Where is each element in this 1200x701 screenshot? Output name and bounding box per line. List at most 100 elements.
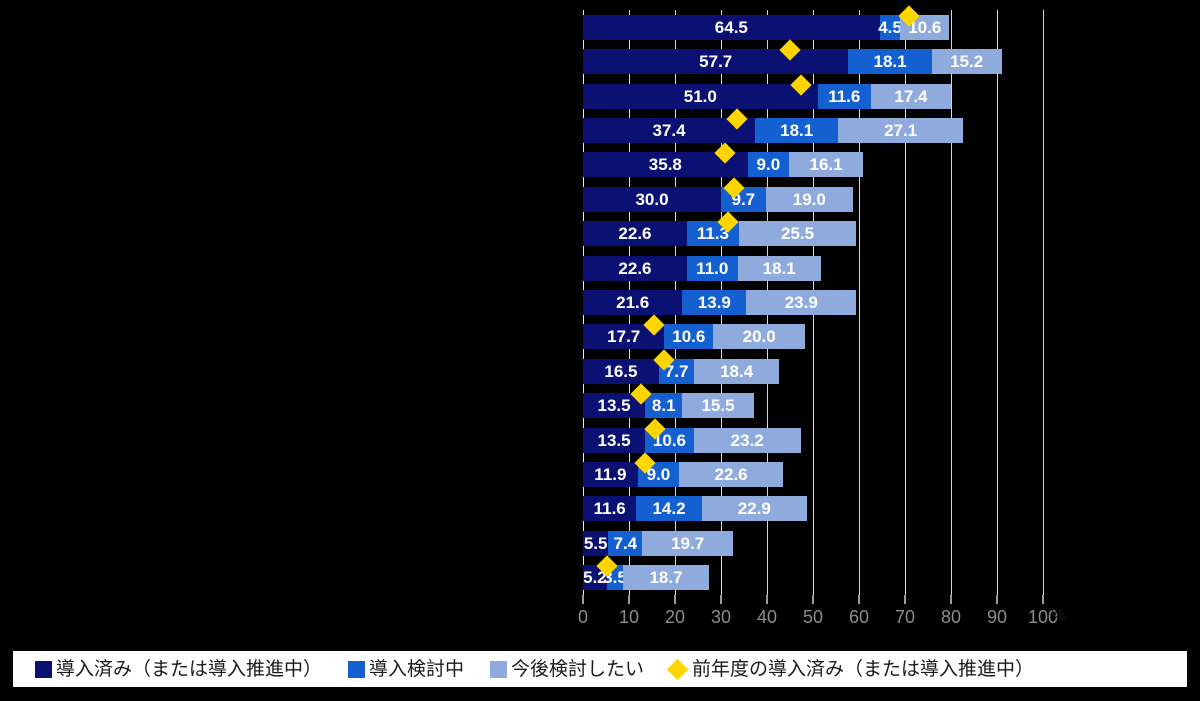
x-tick-0 — [582, 595, 584, 604]
legend-label: 前年度の導入済み（または導入推進中） — [692, 658, 1035, 680]
bar-segment-1[interactable]: 11.6 — [583, 496, 637, 522]
bar-row[interactable]: 11.9 9.0 22.6 — [583, 462, 1043, 488]
bar-segment-3[interactable]: 17.4 — [870, 83, 951, 109]
bar-segment-3[interactable]: 23.2 — [693, 427, 801, 453]
bar-segment-2[interactable]: 4.5 — [878, 14, 902, 40]
bar-segment-1[interactable]: 37.4 — [583, 117, 756, 143]
bar-row[interactable]: 13.5 8.1 15.5 — [583, 393, 1043, 419]
gridline-100 — [1043, 10, 1044, 595]
bar-segment-2[interactable]: 11.0 — [686, 255, 738, 281]
x-axis-unit-label: % — [1051, 607, 1066, 624]
bar-row[interactable]: 35.8 9.0 16.1 — [583, 152, 1043, 178]
legend-item-2[interactable]: 導入検討中 — [348, 660, 464, 679]
bar-segment-2[interactable]: 13.9 — [682, 290, 747, 315]
bar-segment-3[interactable]: 19.0 — [765, 186, 853, 212]
bar-segment-1[interactable]: 5.5 — [583, 530, 609, 556]
bar-segment-1[interactable]: 22.6 — [583, 221, 687, 247]
bar-row[interactable]: 16.5 7.7 18.4 — [583, 358, 1043, 384]
bar-segment-2[interactable]: 18.1 — [848, 49, 932, 75]
bar-segment-1[interactable]: 22.6 — [583, 255, 687, 281]
bar-segment-2[interactable]: 8.1 — [645, 393, 683, 419]
bar-value-label: 10.6 — [652, 430, 687, 450]
bar-segment-1[interactable]: 13.5 — [583, 427, 646, 453]
legend-item-1[interactable]: 導入済み（または導入推進中） — [35, 660, 322, 679]
bar-segment-1[interactable]: 5.2 — [583, 565, 607, 591]
legend-square-icon — [490, 660, 508, 678]
legend-item-4[interactable]: 前年度の導入済み（または導入推進中） — [666, 658, 1035, 680]
bar-row[interactable]: 5.2 3.5 18.7 — [583, 565, 1043, 591]
legend-label: 導入検討中 — [369, 658, 465, 680]
bar-segment-1[interactable]: 16.5 — [583, 358, 659, 384]
bar-row[interactable]: 30.0 9.7 19.0 — [583, 186, 1043, 212]
bar-segment-3[interactable]: 18.7 — [623, 565, 710, 591]
bar-row[interactable]: 51.0 11.6 17.4 — [583, 83, 1043, 109]
x-tick-60 — [858, 595, 860, 604]
bar-segment-2[interactable]: 18.1 — [755, 117, 839, 143]
bar-value-label: 19.7 — [671, 533, 705, 553]
x-tick-label-20: 20 — [664, 607, 686, 627]
bar-row[interactable]: 37.4 18.1 27.1 — [583, 117, 1043, 143]
stacked-bar-plot-area: 64.5 4.5 10.6 57.7 18.1 15.2 51.0 11.6 17.4 37.4 1… — [583, 5, 1044, 595]
bar-row[interactable]: 21.6 13.9 23.9 — [583, 290, 1043, 315]
bar-value-label: 51.0 — [683, 86, 717, 106]
bar-value-label: 22.6 — [714, 465, 748, 485]
bar-value-label: 9.0 — [646, 465, 671, 485]
bar-segment-1[interactable]: 30.0 — [583, 186, 721, 212]
bar-segment-3[interactable]: 25.5 — [738, 221, 857, 247]
x-tick-100 — [1042, 595, 1044, 604]
x-axis: 0 10 20 30 40 50 60 70 80 90 100 — [578, 595, 1058, 635]
bar-value-label: 30.0 — [635, 189, 669, 209]
bar-row[interactable]: 64.5 4.5 10.6 — [583, 14, 1043, 40]
bar-value-label: 7.7 — [664, 361, 689, 381]
bar-value-label: 5.2 — [583, 568, 607, 588]
bar-segment-3[interactable]: 15.2 — [931, 49, 1002, 75]
bar-value-label: 18.7 — [649, 568, 683, 588]
bar-segment-1[interactable]: 64.5 — [583, 14, 880, 40]
x-tick-30 — [720, 595, 722, 604]
bar-value-label: 10.6 — [672, 327, 706, 347]
bar-value-label: 4.5 — [878, 17, 902, 37]
bar-value-label: 5.5 — [583, 533, 608, 553]
bar-segment-3[interactable]: 15.5 — [682, 393, 754, 419]
bar-segment-2[interactable]: 9.0 — [747, 152, 790, 178]
bar-value-label: 17.4 — [894, 86, 928, 106]
bar-segment-3[interactable]: 10.6 — [900, 14, 950, 40]
bar-segment-3[interactable]: 23.9 — [746, 290, 857, 315]
bar-segment-3[interactable]: 22.9 — [701, 496, 807, 522]
bar-value-label: 11.3 — [696, 224, 730, 244]
bar-segment-2[interactable]: 10.6 — [664, 324, 714, 350]
bar-row[interactable]: 22.6 11.0 18.1 — [583, 255, 1043, 281]
bar-value-label: 16.1 — [809, 155, 843, 175]
bar-segment-3[interactable]: 16.1 — [789, 152, 864, 178]
bar-segment-1[interactable]: 11.9 — [583, 462, 638, 488]
bar-segment-3[interactable]: 18.1 — [737, 255, 821, 281]
bar-row[interactable]: 11.6 14.2 22.9 — [583, 496, 1043, 522]
bar-segment-2[interactable]: 7.4 — [608, 530, 643, 556]
bar-value-label: 18.1 — [780, 120, 814, 140]
bar-segment-3[interactable]: 19.7 — [642, 530, 733, 556]
bar-value-label: 9.0 — [756, 155, 781, 175]
bar-segment-2[interactable]: 11.6 — [817, 83, 871, 109]
legend-item-3[interactable]: 今後検討したい — [490, 660, 644, 679]
bar-segment-3[interactable]: 27.1 — [838, 117, 963, 143]
bar-segment-2[interactable]: 14.2 — [636, 496, 702, 522]
bar-segment-1[interactable]: 21.6 — [583, 290, 683, 315]
bar-value-label: 18.4 — [720, 361, 754, 381]
bar-segment-1[interactable]: 57.7 — [583, 49, 849, 75]
bar-segment-1[interactable]: 51.0 — [583, 83, 818, 109]
bar-value-label: 25.5 — [781, 224, 815, 244]
bar-row[interactable]: 13.5 10.6 23.2 — [583, 427, 1043, 453]
gridline-60 — [859, 10, 860, 595]
bar-segment-3[interactable]: 20.0 — [713, 324, 806, 350]
x-tick-label-80: 80 — [940, 607, 962, 627]
bar-segment-3[interactable]: 22.6 — [679, 462, 784, 488]
bar-value-label: 7.4 — [613, 533, 638, 553]
bar-segment-3[interactable]: 18.4 — [694, 358, 779, 384]
x-tick-label-10: 10 — [618, 607, 640, 627]
x-tick-label-90: 90 — [986, 607, 1008, 627]
bar-row[interactable]: 22.6 11.3 25.5 — [583, 221, 1043, 247]
bar-row[interactable]: 57.7 18.1 15.2 — [583, 49, 1043, 75]
bar-value-label: 16.5 — [604, 361, 638, 381]
bar-row[interactable]: 5.5 7.4 19.7 — [583, 530, 1043, 556]
x-tick-10 — [628, 595, 630, 604]
